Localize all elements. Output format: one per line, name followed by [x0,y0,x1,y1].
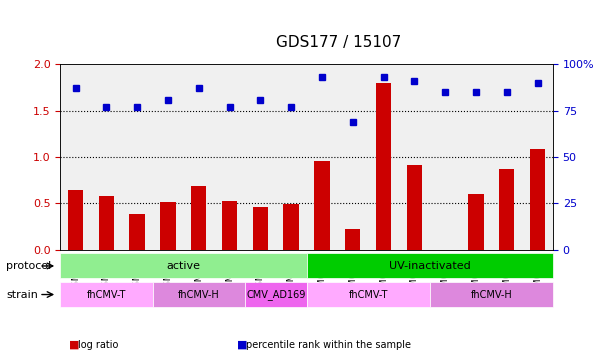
Bar [407,165,422,250]
Bar [160,202,175,250]
Text: fhCMV-H: fhCMV-H [471,290,512,300]
Text: fhCMV-T: fhCMV-T [349,290,388,300]
Bar [345,228,361,250]
Text: fhCMV-T: fhCMV-T [87,290,126,300]
Bar [99,196,114,250]
Bar [499,169,514,250]
Bar [376,83,391,250]
Text: CMV_AD169: CMV_AD169 [246,289,305,300]
FancyBboxPatch shape [245,282,307,307]
Text: protocol: protocol [6,261,51,271]
FancyBboxPatch shape [307,282,430,307]
Bar [222,201,237,250]
Text: strain: strain [6,290,38,300]
Text: ■: ■ [69,340,79,350]
Text: percentile rank within the sample: percentile rank within the sample [246,340,412,350]
Bar [314,161,329,250]
Bar [68,190,83,250]
Bar [191,186,206,250]
Bar [468,194,484,250]
Text: log ratio: log ratio [78,340,118,350]
Text: UV-inactivated: UV-inactivated [389,261,471,271]
Text: fhCMV-H: fhCMV-H [178,290,219,300]
FancyBboxPatch shape [307,253,553,278]
Bar [129,214,145,250]
Bar [284,205,299,250]
Text: GDS177 / 15107: GDS177 / 15107 [276,35,401,50]
FancyBboxPatch shape [60,282,153,307]
FancyBboxPatch shape [153,282,245,307]
Text: active: active [166,261,200,271]
Bar [252,207,268,250]
FancyBboxPatch shape [60,253,307,278]
FancyBboxPatch shape [430,282,553,307]
Text: ■: ■ [237,340,248,350]
Bar [530,149,545,250]
